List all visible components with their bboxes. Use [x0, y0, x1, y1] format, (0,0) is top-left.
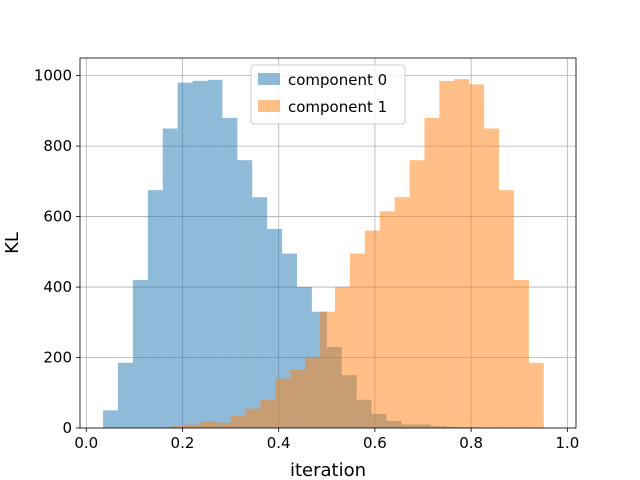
- histogram-bar: [215, 422, 231, 428]
- x-axis-label: iteration: [290, 460, 366, 480]
- histogram-bar: [454, 79, 470, 429]
- histogram-bar: [147, 190, 163, 428]
- series-1-bars: [170, 79, 544, 429]
- histogram-bar: [484, 128, 500, 428]
- histogram-bar: [439, 80, 455, 429]
- legend-label-component-1: component 1: [288, 98, 387, 116]
- histogram-bar: [230, 415, 246, 428]
- y-tick-label: 400: [43, 278, 72, 296]
- histogram-bar: [528, 362, 544, 428]
- histogram-bar: [252, 197, 268, 428]
- histogram-bar: [290, 369, 306, 428]
- legend-label-component-0: component 0: [288, 71, 387, 89]
- y-tick-label: 200: [43, 349, 72, 367]
- legend-box: [250, 64, 406, 125]
- legend-swatch-component-0: [258, 73, 280, 85]
- histogram-bar: [267, 228, 283, 428]
- x-tick-label: 0.4: [267, 434, 291, 452]
- histogram-bar: [237, 160, 253, 428]
- x-axis-ticks: 0.0 0.2 0.4 0.6 0.8 1.0: [74, 428, 579, 452]
- x-tick-label: 0.0: [74, 434, 98, 452]
- histogram-bar: [379, 211, 395, 428]
- axes-frame: [79, 57, 577, 429]
- histogram-bar: [513, 280, 529, 428]
- y-tick-label: 800: [43, 137, 72, 155]
- histogram-bar: [177, 82, 193, 429]
- histogram-bar: [260, 399, 276, 428]
- x-tick-label: 0.2: [171, 434, 195, 452]
- histogram-bar: [132, 280, 148, 428]
- histogram-bar: [349, 253, 365, 428]
- histogram-bar: [192, 80, 208, 429]
- histogram-bar: [469, 84, 485, 428]
- x-tick-label: 0.6: [363, 434, 387, 452]
- histogram-bar: [499, 190, 514, 428]
- histogram-bar: [364, 230, 380, 428]
- histogram-bar: [424, 117, 440, 429]
- histogram-bar: [334, 287, 350, 428]
- legend-swatch-component-1: [258, 100, 280, 112]
- histogram-bar: [222, 117, 238, 429]
- histogram-bar: [170, 426, 186, 428]
- histogram-bar: [275, 378, 291, 428]
- y-axis-label: KL: [2, 232, 23, 254]
- histogram-bars: [103, 79, 544, 429]
- histogram-bar: [162, 128, 178, 428]
- histogram-bar: [409, 160, 425, 428]
- histogram-bar: [245, 408, 261, 428]
- histogram-bar: [305, 357, 321, 428]
- histogram-bar: [207, 79, 223, 428]
- y-tick-label: 600: [43, 208, 72, 226]
- histogram-bar: [394, 197, 410, 428]
- x-tick-label: 0.8: [459, 434, 483, 452]
- histogram-bar: [103, 410, 119, 428]
- x-tick-label: 1.0: [555, 434, 579, 452]
- histogram-bar: [185, 424, 201, 428]
- histogram-bar: [200, 420, 216, 428]
- y-axis-ticks: 0 200 400 600 800 1000: [34, 67, 80, 437]
- histogram-bar: [118, 362, 133, 428]
- histogram-bar: [320, 311, 335, 428]
- y-tick-label: 0: [62, 419, 72, 437]
- y-tick-label: 1000: [34, 67, 72, 85]
- legend: component 0 component 1: [250, 64, 406, 125]
